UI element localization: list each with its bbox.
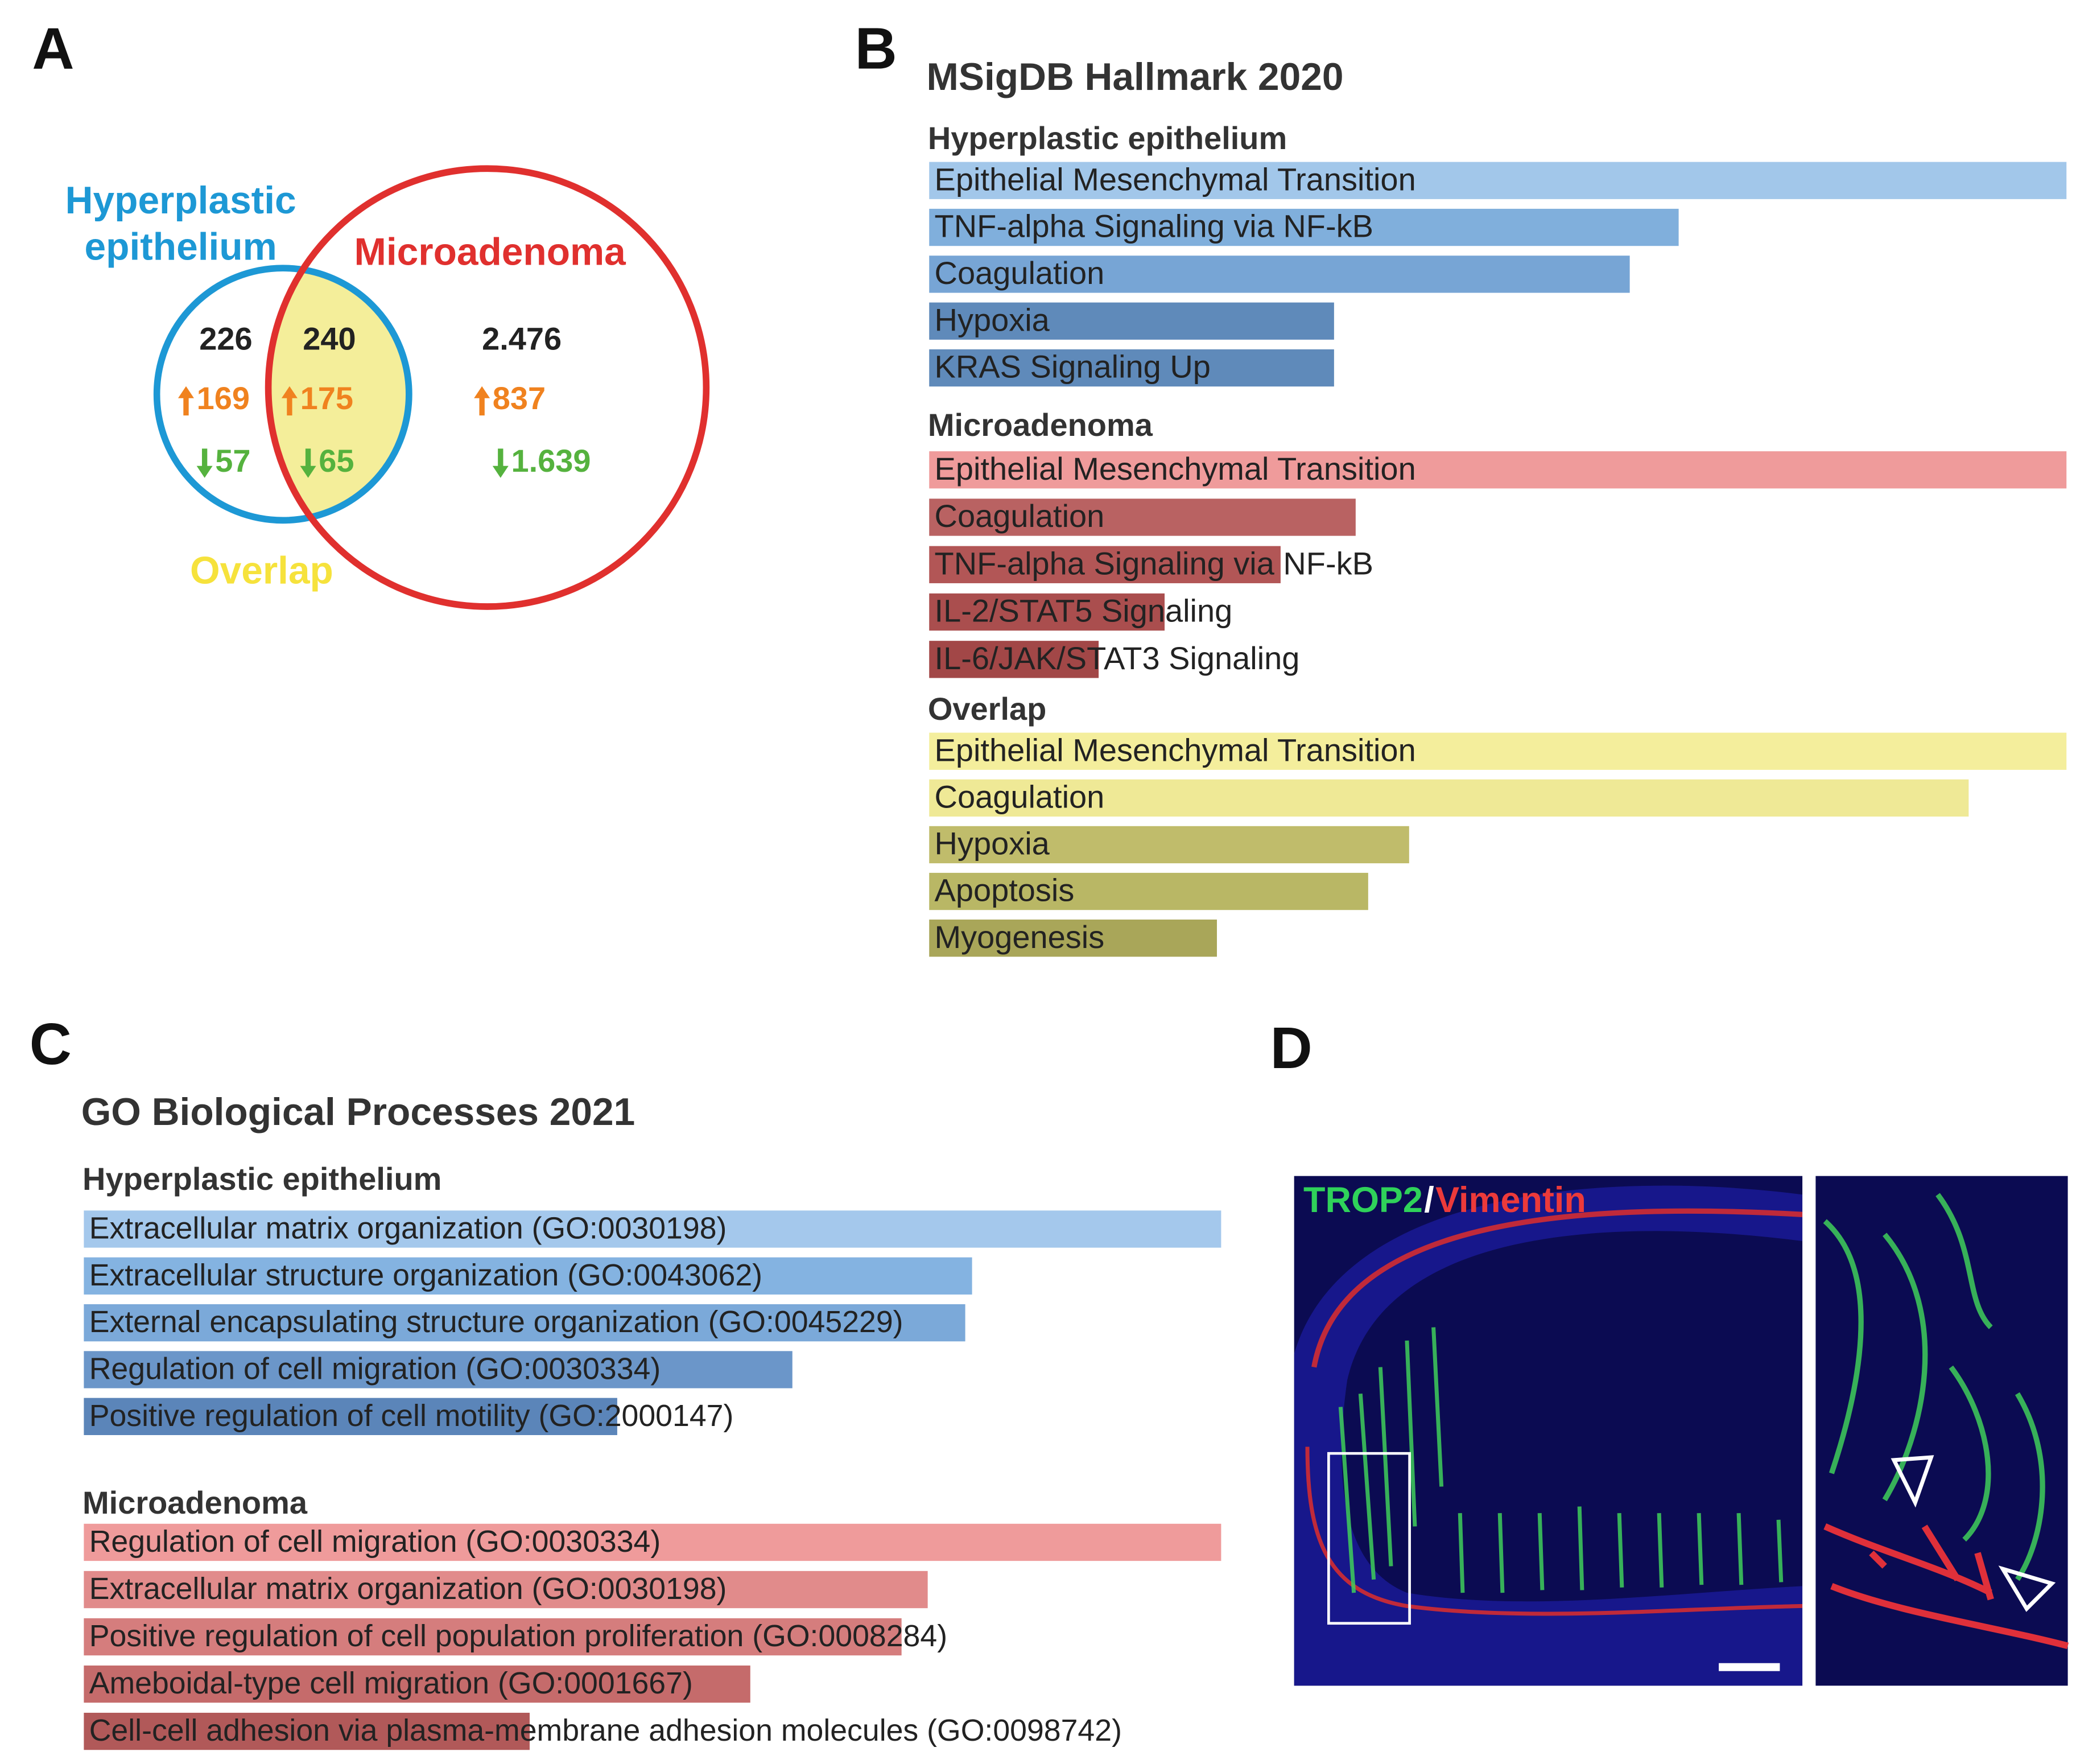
region-total: 2.476 <box>482 320 562 356</box>
stain-label: TROP2 <box>1303 1180 1423 1220</box>
up-arrow <box>178 386 194 416</box>
down-arrow <box>492 448 509 478</box>
bar <box>84 1304 965 1342</box>
bar-label: Apoptosis <box>935 872 1075 908</box>
bar <box>929 255 1630 293</box>
bar-label: Hypoxia <box>935 302 1050 337</box>
bar-label: Cell-cell adhesion via plasma-membrane a… <box>89 1713 1122 1747</box>
bar <box>84 1571 928 1609</box>
bar-label: Positive regulation of cell population p… <box>89 1619 947 1653</box>
bar <box>84 1257 972 1295</box>
bar <box>84 1712 530 1750</box>
bar <box>929 779 1969 817</box>
bar <box>929 872 1368 910</box>
region-down: 65 <box>319 443 354 479</box>
bar <box>84 1351 793 1388</box>
bar <box>929 302 1334 340</box>
set-label: Overlap <box>190 550 333 592</box>
bar-label: Extracellular matrix organization (GO:00… <box>89 1572 727 1606</box>
panel-title: GO Biological Processes 2021 <box>81 1091 635 1134</box>
bar <box>929 826 1409 864</box>
bar-label: TNF-alpha Signaling via NF-kB <box>935 545 1373 581</box>
group-title: Hyperplastic epithelium <box>82 1161 441 1197</box>
bar-label: Epithelial Mesenchymal Transition <box>935 451 1416 487</box>
bar <box>929 641 1099 678</box>
bar <box>84 1618 902 1656</box>
region-up: 169 <box>197 380 250 416</box>
bar <box>929 546 1281 583</box>
up-arrow <box>281 386 298 416</box>
bar-label: Regulation of cell migration (GO:0030334… <box>89 1351 661 1386</box>
group-title: Overlap <box>928 691 1046 727</box>
bar <box>929 920 1217 957</box>
bar-label: Extracellular structure organization (GO… <box>89 1258 762 1292</box>
set-label: Hyperplastic <box>65 179 296 222</box>
micrograph <box>1294 1176 2069 1686</box>
overlap-fill <box>268 268 409 521</box>
group-title: Microadenoma <box>928 407 1153 443</box>
panel-label: B <box>855 15 897 81</box>
group-title: Hyperplastic epithelium <box>928 120 1287 156</box>
bar <box>929 593 1165 631</box>
bar-label: Coagulation <box>935 255 1105 291</box>
region-down: 1.639 <box>511 443 591 479</box>
bar <box>929 451 2067 489</box>
bar-label: Coagulation <box>935 498 1105 534</box>
bar <box>84 1210 1221 1248</box>
panel-label: D <box>1270 1015 1313 1081</box>
bar <box>84 1665 750 1703</box>
bar <box>929 498 1356 536</box>
bar <box>929 208 1679 246</box>
bar-label: Extracellular matrix organization (GO:00… <box>89 1211 727 1245</box>
group-title: Microadenoma <box>82 1485 308 1520</box>
bar-label: Coagulation <box>935 778 1105 814</box>
bar-label: IL-2/STAT5 Signaling <box>935 593 1233 629</box>
bar <box>929 349 1334 387</box>
region-total: 226 <box>199 320 252 356</box>
bar-label: Myogenesis <box>935 919 1105 955</box>
bar <box>84 1523 1221 1561</box>
bar-label: Regulation of cell migration (GO:0030334… <box>89 1524 661 1559</box>
bar-label: Ameboidal-type cell migration (GO:000166… <box>89 1666 693 1700</box>
bar-label: Epithelial Mesenchymal Transition <box>935 161 1416 197</box>
down-arrow <box>300 448 316 478</box>
bar-label: Epithelial Mesenchymal Transition <box>935 732 1416 768</box>
region-total: 240 <box>303 320 356 356</box>
set-circle <box>265 165 710 610</box>
bar-label: Hypoxia <box>935 826 1050 862</box>
set-circle <box>153 265 412 524</box>
bar-label: Positive regulation of cell motility (GO… <box>89 1399 734 1433</box>
up-arrow <box>474 386 490 416</box>
bar-label: KRAS Signaling Up <box>935 349 1211 385</box>
set-label: Microadenoma <box>354 231 627 274</box>
down-arrow <box>196 448 213 478</box>
region-down: 57 <box>215 443 250 479</box>
bar-label: TNF-alpha Signaling via NF-kB <box>935 208 1373 244</box>
bar-label: IL-6/JAK/STAT3 Signaling <box>935 640 1300 676</box>
region-up: 837 <box>493 380 546 416</box>
set-label: epithelium <box>85 225 277 268</box>
panel-title: MSigDB Hallmark 2020 <box>927 56 1344 98</box>
bar <box>84 1398 617 1435</box>
panel-label: C <box>30 1011 72 1077</box>
stain-separator: / <box>1424 1180 1434 1220</box>
region-up: 175 <box>300 380 353 416</box>
stain-label: Vimentin <box>1435 1180 1586 1220</box>
panel-label: A <box>32 15 74 81</box>
bar-label: External encapsulating structure organiz… <box>89 1305 903 1339</box>
bar <box>929 162 2067 199</box>
bar <box>929 732 2067 770</box>
